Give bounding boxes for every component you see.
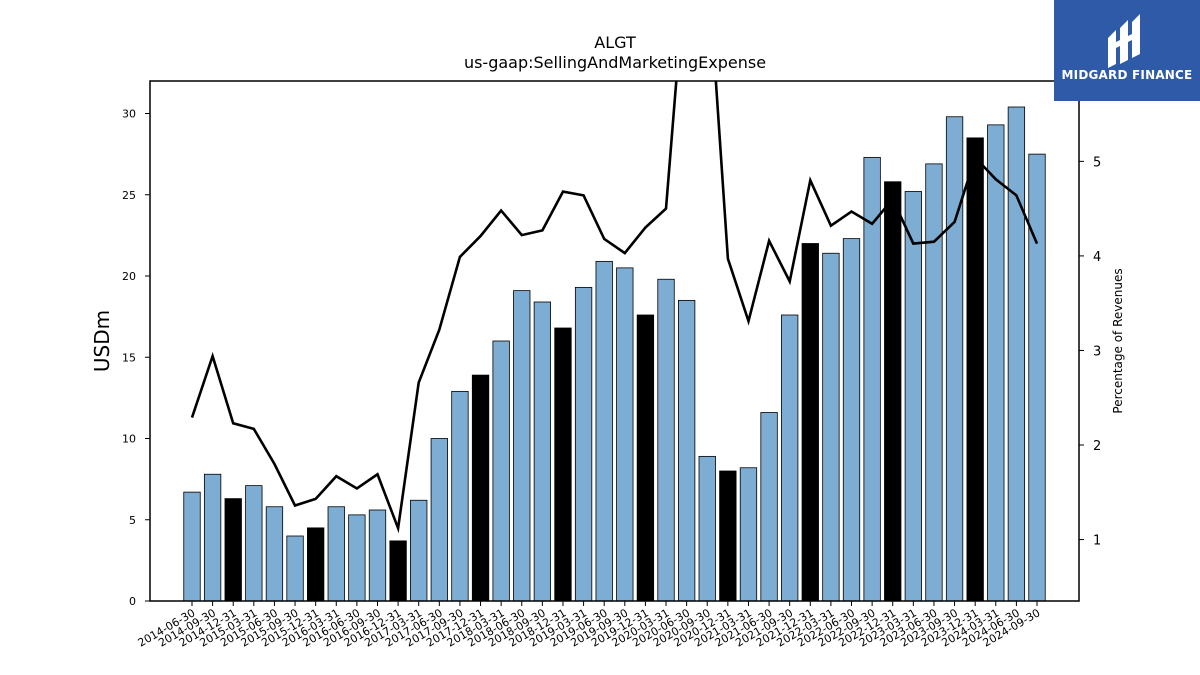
bar-2022-03-31 — [822, 252, 840, 602]
bar-2015-09-30 — [286, 535, 304, 602]
bar-2019-12-31 — [636, 314, 655, 602]
bar-2023-09-30 — [945, 116, 964, 602]
bar-2018-06-30 — [513, 290, 531, 602]
bar-2020-06-30 — [677, 299, 696, 602]
y-tick-label: 20 — [122, 270, 136, 283]
bar-2021-06-30 — [760, 412, 778, 602]
bar-2019-09-30 — [616, 267, 634, 602]
bar-2022-12-31 — [884, 181, 902, 602]
bar-2015-12-31 — [307, 527, 325, 602]
chart-subtitle: us-gaap:SellingAndMarketingExpense — [464, 53, 766, 72]
bar-2017-12-31 — [471, 374, 490, 602]
y2-axis-label: Percentage of Revenues — [1111, 268, 1125, 413]
bar-2016-03-31 — [327, 506, 345, 602]
bar-2014-06-30 — [183, 491, 201, 602]
bar-2017-06-30 — [430, 438, 448, 602]
bar-2020-12-31 — [719, 470, 737, 602]
bar-2017-09-30 — [451, 390, 469, 602]
bar-2023-12-31 — [966, 137, 984, 602]
bar-2016-09-30 — [368, 509, 387, 602]
bar-2014-09-30 — [203, 473, 222, 602]
bar-2018-09-30 — [533, 301, 552, 602]
bar-2015-03-31 — [245, 485, 263, 602]
line-series — [190, 81, 1039, 534]
bar-series — [183, 106, 1046, 602]
plot-frame — [149, 80, 1080, 602]
bar-2024-03-31 — [987, 124, 1005, 602]
bar-2023-06-30 — [925, 163, 943, 602]
y-tick-label: 30 — [122, 108, 136, 121]
bar-2015-06-30 — [265, 506, 284, 602]
bar-2020-09-30 — [698, 455, 716, 602]
y2-tick-label: 4 — [1093, 250, 1101, 265]
bar-2018-12-31 — [554, 327, 572, 602]
percentage-line — [190, 81, 1039, 534]
y2-tick-label: 2 — [1093, 439, 1101, 454]
left-axis: 0 5 10 15 20 25 30 — [122, 108, 150, 608]
y2-tick-label: 1 — [1093, 534, 1101, 549]
y-tick-label: 25 — [122, 189, 136, 202]
bar-2016-12-31 — [389, 540, 407, 602]
right-axis: 1 2 3 4 5 — [1079, 155, 1101, 549]
bar-2021-09-30 — [781, 314, 799, 602]
bar-2017-03-31 — [410, 499, 428, 602]
bar-2023-03-31 — [904, 191, 922, 602]
bar-2024-09-30 — [1028, 153, 1046, 602]
y-tick-label: 10 — [122, 433, 136, 446]
x-axis: 2014-06-302014-09-302014-12-312015-03-31… — [136, 601, 1043, 650]
y-tick-label: 5 — [129, 514, 136, 527]
bar-2016-06-30 — [348, 514, 366, 602]
y-tick-label: 0 — [129, 595, 136, 608]
y-tick-label: 15 — [122, 351, 136, 364]
y2-tick-label: 3 — [1093, 344, 1101, 359]
logo-mark-icon — [1108, 14, 1140, 68]
bar-2020-03-31 — [657, 278, 675, 602]
bar-2018-03-31 — [492, 340, 510, 602]
brand-logo: MIDGARD FINANCE — [1054, 0, 1200, 101]
bar-2021-12-31 — [801, 243, 819, 602]
bar-2014-12-31 — [224, 498, 242, 602]
bar-2021-03-31 — [739, 467, 758, 602]
logo-text: MIDGARD FINANCE — [1061, 68, 1193, 82]
bar-2024-06-30 — [1007, 106, 1026, 602]
chart-title: ALGT — [594, 33, 636, 52]
bar-2022-06-30 — [842, 238, 861, 602]
bar-2019-06-30 — [595, 260, 613, 602]
y-axis-label: USDm — [90, 310, 114, 372]
y2-tick-label: 5 — [1093, 155, 1101, 170]
bar-2019-03-31 — [574, 286, 593, 602]
